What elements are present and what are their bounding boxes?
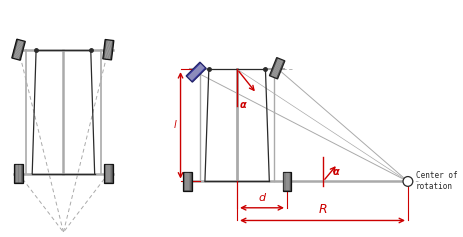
Polygon shape [102, 40, 113, 60]
Text: α: α [239, 100, 246, 110]
Text: R: R [318, 203, 326, 216]
Polygon shape [186, 62, 206, 82]
Polygon shape [269, 58, 284, 79]
Text: α: α [332, 167, 339, 177]
Polygon shape [104, 164, 113, 183]
Text: d: d [258, 193, 265, 203]
Polygon shape [12, 39, 25, 60]
Text: l: l [174, 120, 176, 130]
Polygon shape [182, 172, 191, 191]
Text: Center of
rotation: Center of rotation [415, 171, 457, 191]
Polygon shape [14, 164, 23, 183]
Polygon shape [282, 172, 291, 191]
Circle shape [402, 177, 412, 186]
